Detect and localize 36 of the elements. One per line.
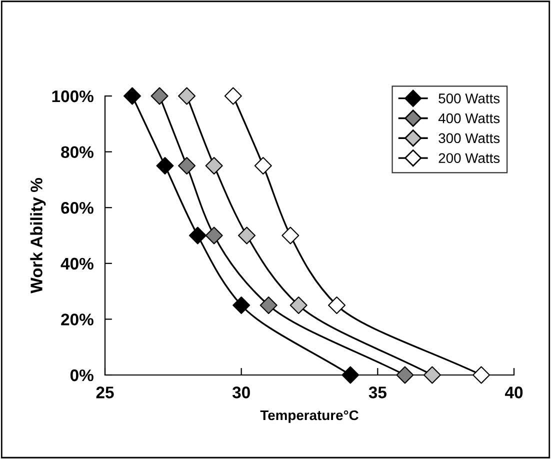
point	[224, 87, 242, 105]
legend-label: 500 Watts	[438, 94, 500, 104]
legend-label: 300 Watts	[438, 133, 500, 144]
point	[290, 296, 308, 314]
point	[156, 156, 174, 175]
point	[188, 226, 206, 244]
point	[254, 156, 272, 175]
point	[205, 226, 223, 244]
y-tick-label: 40%	[60, 258, 94, 270]
x-axis-title: Temperature°C	[260, 410, 358, 423]
y-axis-title: Work Ability %	[30, 178, 46, 294]
point	[238, 226, 256, 244]
point	[472, 366, 490, 384]
point	[150, 87, 168, 105]
point	[205, 156, 223, 175]
x-tick-label: 35	[368, 386, 386, 398]
point	[342, 366, 360, 384]
x-tick-label: 30	[232, 386, 250, 398]
legend-label: 400 Watts	[438, 113, 500, 124]
point	[178, 87, 196, 105]
point	[396, 366, 414, 384]
point	[178, 156, 196, 175]
point	[282, 226, 300, 244]
point	[328, 296, 346, 314]
x-tick-label: 25	[96, 386, 114, 398]
y-tick-label: 0%	[70, 369, 94, 382]
point	[423, 366, 441, 384]
point	[232, 296, 250, 314]
point	[123, 87, 142, 105]
point	[260, 296, 278, 314]
y-tick-label: 100%	[52, 90, 94, 102]
x-tick-label: 40	[504, 386, 523, 398]
y-tick-label: 80%	[61, 146, 94, 158]
y-tick-label: 20%	[61, 314, 94, 326]
y-tick-label: 60%	[61, 202, 94, 214]
legend-label: 200 Watts	[438, 153, 500, 164]
